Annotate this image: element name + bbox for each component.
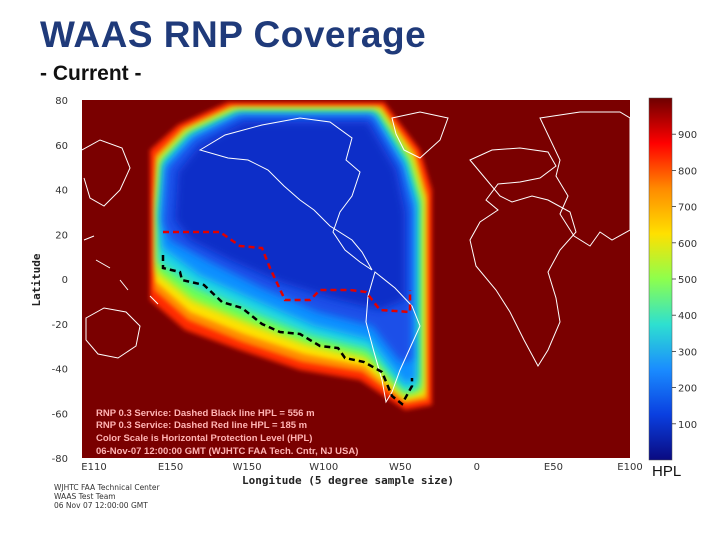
- australia-outline: [85, 307, 141, 359]
- annotation-line-4: 06-Nov-07 12:00:00 GMT (WJHTC FAA Tech. …: [96, 446, 358, 457]
- coverage-heatmap: [82, 102, 630, 410]
- colorbar-tick-label: 100: [678, 420, 697, 431]
- south-america-outline: [365, 271, 421, 404]
- annotation-line-2: RNP 0.3 Service: Dashed Red line HPL = 1…: [96, 420, 307, 431]
- east-asia-outline: [82, 139, 131, 207]
- y-tick-label: 40: [55, 186, 68, 197]
- y-tick-label: -20: [52, 320, 68, 331]
- y-tick-label: 60: [55, 141, 68, 152]
- annotation-block: RNP 0.3 Service: Dashed Black line HPL =…: [96, 408, 358, 457]
- colorbar-tick-label: 700: [678, 203, 697, 214]
- slide-title: WAAS RNP Coverage: [40, 14, 427, 55]
- annotation-line-3: Color Scale is Horizontal Protection Lev…: [96, 433, 312, 444]
- asia-outline: [539, 111, 630, 247]
- rnp-black-dashed-line: [161, 255, 414, 406]
- footer-line: 06 Nov 07 12:00:00 GMT: [54, 501, 148, 510]
- footer-credits: WJHTC FAA Technical Center WAAS Test Tea…: [54, 483, 160, 510]
- x-axis-title: Longitude (5 degree sample size): [242, 474, 454, 487]
- y-tick-label: 80: [55, 96, 68, 107]
- colorbar-tick-label: 600: [678, 239, 697, 250]
- pacific-islands-outline: [83, 235, 159, 305]
- colorbar-ticks: 900 800 700 600 500 400 300 200 100: [672, 130, 697, 431]
- greenland-outline: [391, 111, 449, 159]
- footer-line: WJHTC FAA Technical Center: [54, 483, 160, 492]
- slide-subtitle: - Current -: [40, 62, 142, 85]
- x-tick-label: E150: [158, 462, 183, 473]
- x-tick-label: E110: [81, 462, 106, 473]
- x-tick-label: E100: [617, 462, 642, 473]
- y-tick-label: 20: [55, 230, 68, 241]
- x-axis-ticks: E110 E150 W150 W100 W50 0 E50 E100: [81, 462, 642, 473]
- y-tick-label: -40: [52, 365, 68, 376]
- colorbar-tick-label: 200: [678, 384, 697, 395]
- colorbar-tick-label: 500: [678, 275, 697, 286]
- hpl-contour-100: [175, 122, 405, 310]
- continent-outlines: [82, 111, 630, 404]
- x-tick-label: W100: [309, 462, 338, 473]
- y-axis-ticks: 80 60 40 20 0 -20 -40 -60 -80: [52, 96, 68, 465]
- colorbar-tick-label: 900: [678, 130, 697, 141]
- x-tick-label: W50: [389, 462, 412, 473]
- colorbar: [648, 97, 673, 461]
- colorbar-tick-label: 800: [678, 166, 697, 177]
- y-axis-title: Latitude: [30, 253, 43, 306]
- x-tick-label: E50: [544, 462, 563, 473]
- colorbar-tick-label: 400: [678, 311, 697, 322]
- north-america-outline: [198, 117, 373, 271]
- annotation-line-1: RNP 0.3 Service: Dashed Black line HPL =…: [96, 408, 315, 419]
- x-tick-label: W150: [233, 462, 262, 473]
- x-tick-label: 0: [474, 462, 480, 473]
- colorbar-tick-label: 300: [678, 347, 697, 358]
- rnp-red-dashed-line: [163, 230, 412, 314]
- y-tick-label: -60: [52, 409, 68, 420]
- y-tick-label: 0: [62, 275, 68, 286]
- colorbar-label: HPL: [652, 463, 682, 480]
- footer-line: WAAS Test Team: [54, 492, 116, 501]
- y-tick-label: -80: [52, 454, 68, 465]
